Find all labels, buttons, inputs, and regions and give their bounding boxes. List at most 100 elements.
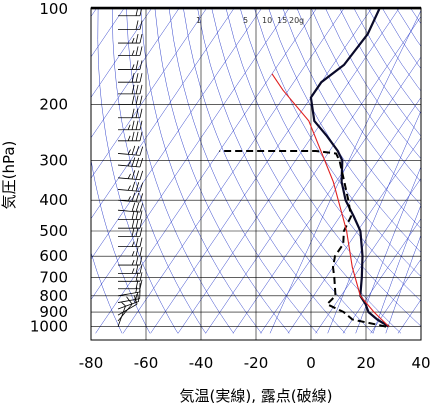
wind-barb-flag [127, 135, 131, 141]
wind-barb-flag [135, 120, 139, 130]
wind-barb [117, 282, 141, 297]
wind-barb-flag [135, 84, 139, 94]
wind-barb-flag [139, 193, 144, 203]
isotherm-line [315, 177, 421, 334]
x-tick-label: 0 [306, 354, 316, 372]
wind-barb-flag [139, 60, 143, 70]
wind-barb-flag [135, 60, 139, 70]
wind-barb [117, 181, 144, 192]
dry-adiabat [282, 8, 421, 229]
wind-barb-flag [135, 182, 140, 192]
wind-barb-flag [139, 279, 143, 289]
wind-barb-flag [135, 247, 139, 257]
wind-barb [118, 84, 143, 95]
dry-adiabat [91, 158, 151, 334]
wind-barb-flag [135, 192, 140, 202]
dry-adiabat [325, 8, 421, 160]
y-tick-label: 100 [39, 0, 68, 18]
x-tick-label: -20 [244, 354, 269, 372]
wind-barb-flag [131, 73, 135, 83]
wind-barb-flag [137, 292, 140, 302]
isotherm-line [91, 8, 234, 220]
isotherm-line [342, 218, 421, 334]
wind-barb [118, 46, 143, 56]
dry-adiabat [126, 8, 234, 334]
wind-barb-flag [127, 160, 131, 167]
wind-barb-flag [135, 95, 139, 105]
wind-barb-flag [131, 241, 135, 247]
wind-barb-flag [135, 20, 139, 30]
y-tick-label: 400 [39, 191, 68, 209]
isotherm-line [205, 16, 421, 334]
wind-barb-flag [127, 149, 131, 155]
wind-barb-flag [131, 170, 136, 180]
wind-barb-flag [131, 120, 135, 130]
wind-barb [118, 131, 143, 142]
mixing-ratio-line [372, 204, 421, 334]
y-tick-label: 800 [39, 287, 68, 305]
dry-adiabat [426, 9, 431, 333]
wind-barb-flag [139, 170, 144, 180]
wind-barb-flag [131, 145, 136, 155]
wind-barb-flag [139, 182, 144, 192]
wind-barb-flag [139, 219, 143, 229]
wind-barb-flag [135, 46, 139, 56]
wind-barb-flag [131, 50, 135, 56]
isotherm-line [91, 8, 262, 260]
dry-adiabat [91, 251, 123, 334]
y-tick-label: 900 [39, 303, 68, 321]
wind-barb-flag [139, 33, 143, 44]
mixing-ratio-label: 20 [289, 16, 299, 25]
dry-adiabat [154, 8, 290, 334]
wind-barb-flag [139, 227, 143, 237]
y-tick-label: 700 [39, 268, 68, 286]
y-tick-label: 200 [39, 96, 68, 114]
mixing-ratio-line [355, 166, 421, 334]
x-tick-label: -80 [79, 354, 104, 372]
wind-barb-flag [139, 120, 143, 130]
dry-adiabat [112, 8, 207, 334]
wind-barb-flag [127, 196, 131, 202]
wind-barb-flag [135, 73, 139, 83]
wind-barb [118, 60, 143, 70]
y-tick-label: 300 [39, 152, 68, 170]
wind-barb [118, 20, 143, 30]
mixing-ratio-label: 1 [196, 16, 201, 25]
wind-barb-flag [135, 219, 139, 229]
temperature-line [309, 8, 390, 328]
wind-barb-flag [139, 264, 143, 274]
y-axis-title: 気圧(hPa) [0, 141, 18, 210]
isotherm-line [370, 258, 421, 334]
wind-barb-flag [135, 157, 140, 167]
wind-barb-flag [131, 64, 135, 70]
wind-barb-flag [131, 181, 136, 191]
wind-barb [117, 202, 144, 213]
wind-barb-flag [135, 146, 140, 156]
wind-barb-flag [135, 264, 139, 274]
wind-barb-flag [139, 108, 143, 118]
wind-barb-flag [131, 219, 135, 229]
x-tick-label: -60 [134, 354, 159, 372]
wind-barb-flag [131, 37, 135, 44]
wind-barb-flag [135, 255, 139, 266]
wind-barb [118, 73, 143, 83]
wind-barb [117, 292, 140, 310]
wind-barb-flag [131, 268, 135, 274]
isotherm-line [287, 137, 421, 334]
dry-adiabat [225, 8, 421, 327]
wind-barb [118, 33, 143, 44]
wind-barb-flag [139, 131, 143, 141]
isotherm-line [95, 8, 317, 334]
wind-barb-flag [139, 84, 143, 94]
isotherm-line [426, 9, 431, 333]
wind-barb-flag [127, 124, 131, 130]
wind-barb-flag [135, 237, 139, 247]
mixing-ratio-label: 15 [277, 16, 287, 25]
wind-barbs [117, 8, 144, 327]
wind-barb-flag [121, 302, 126, 307]
wind-barb-flag [127, 185, 131, 191]
wind-barb-flag [139, 272, 143, 282]
wind-barb-flag [139, 210, 143, 220]
wind-barb [117, 192, 144, 203]
